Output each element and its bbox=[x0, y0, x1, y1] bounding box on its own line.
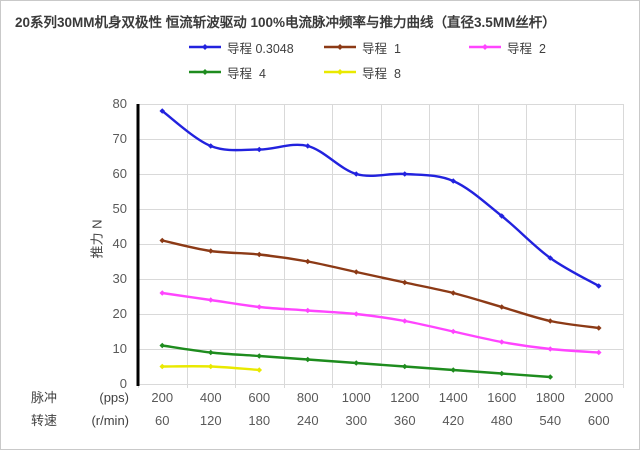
data-point-marker bbox=[595, 283, 602, 289]
legend-line-marker bbox=[189, 69, 221, 75]
legend-entry-0: 导程 0.3048 bbox=[189, 40, 294, 56]
y-tick-label: 50 bbox=[112, 201, 127, 216]
data-point-marker bbox=[450, 178, 457, 184]
legend-label: 导程 4 bbox=[227, 66, 266, 81]
x-tick-label-pps: 2000 bbox=[584, 390, 614, 405]
data-point-marker bbox=[401, 318, 408, 324]
series-line-0 bbox=[161, 109, 600, 288]
data-point-marker bbox=[207, 297, 214, 303]
x-axis-row1-unit: (pps) bbox=[99, 390, 129, 405]
data-point-marker bbox=[256, 367, 263, 373]
y-tick-label: 70 bbox=[112, 131, 127, 146]
data-point-marker bbox=[353, 269, 360, 275]
data-point-marker bbox=[256, 353, 263, 359]
data-point-marker bbox=[547, 255, 554, 261]
x-tick-label-pps: 200 bbox=[151, 390, 174, 405]
legend-entry-4: 导程 8 bbox=[324, 65, 401, 81]
legend-line-marker bbox=[469, 44, 501, 50]
y-tick-label: 80 bbox=[112, 96, 127, 111]
legend-line-marker bbox=[324, 69, 356, 75]
data-point-marker bbox=[304, 356, 311, 363]
x-tick-label-rpm: 420 bbox=[442, 413, 465, 428]
y-tick-label: 20 bbox=[112, 306, 127, 321]
x-tick-label-rpm: 600 bbox=[587, 413, 610, 428]
data-point-marker bbox=[498, 370, 505, 377]
x-tick-label-rpm: 540 bbox=[539, 413, 562, 428]
y-tick-label: 30 bbox=[112, 271, 127, 286]
x-tick-label-pps: 400 bbox=[199, 390, 222, 405]
data-point-marker bbox=[401, 279, 408, 286]
data-point-marker bbox=[353, 360, 360, 366]
x-tick-label-rpm: 240 bbox=[296, 413, 319, 428]
data-point-marker bbox=[256, 251, 263, 258]
data-point-marker bbox=[401, 171, 408, 177]
x-tick-label-pps: 1400 bbox=[438, 390, 468, 405]
legend-label: 导程 1 bbox=[362, 41, 401, 56]
x-axis-row2-header: 转速 (r/min) bbox=[31, 414, 129, 428]
series-line-1 bbox=[161, 239, 600, 330]
x-tick-label-rpm: 300 bbox=[345, 413, 368, 428]
x-tick-label-pps: 1800 bbox=[535, 390, 565, 405]
x-axis-row2-name: 转速 bbox=[31, 413, 58, 428]
legend-label: 导程 8 bbox=[362, 66, 401, 81]
legend-line-marker bbox=[324, 44, 356, 50]
series-line-2 bbox=[161, 291, 600, 354]
data-point-marker bbox=[547, 318, 554, 324]
legend-label: 导程 0.3048 bbox=[227, 41, 294, 56]
data-point-marker bbox=[353, 311, 360, 317]
chart-title: 20系列30MM机身双极性 恒流斩波驱动 100%电流脉冲频率与推力曲线（直径3… bbox=[15, 15, 556, 30]
y-tick-label: 10 bbox=[112, 341, 127, 356]
data-point-marker bbox=[207, 143, 214, 149]
data-point-marker bbox=[401, 363, 408, 370]
x-tick-label-pps: 1600 bbox=[487, 390, 517, 405]
data-point-marker bbox=[159, 290, 166, 296]
x-tick-label-pps: 600 bbox=[248, 390, 271, 405]
data-point-marker bbox=[450, 290, 457, 296]
data-point-marker bbox=[256, 146, 263, 153]
x-tick-label-rpm: 480 bbox=[490, 413, 513, 428]
data-point-marker bbox=[304, 258, 311, 265]
data-point-marker bbox=[159, 237, 166, 244]
x-axis-row1-header: 脉冲 (pps) bbox=[31, 391, 129, 405]
y-tick-label: 40 bbox=[112, 236, 127, 251]
legend-entry-2: 导程 2 bbox=[469, 40, 546, 56]
x-axis-row2-unit: (r/min) bbox=[91, 413, 129, 428]
x-axis-row1-name: 脉冲 bbox=[31, 390, 58, 405]
data-point-marker bbox=[353, 171, 360, 177]
data-point-marker bbox=[595, 325, 602, 331]
data-point-marker bbox=[547, 346, 554, 352]
data-point-marker bbox=[207, 349, 214, 356]
data-point-marker bbox=[450, 367, 457, 373]
data-point-marker bbox=[595, 349, 602, 356]
legend-line-marker bbox=[189, 44, 221, 50]
data-point-marker bbox=[304, 143, 311, 149]
data-point-marker bbox=[159, 108, 166, 114]
x-tick-label-rpm: 180 bbox=[248, 413, 271, 428]
x-tick-label-rpm: 120 bbox=[199, 413, 222, 428]
y-tick-label: 60 bbox=[112, 166, 127, 181]
data-point-marker bbox=[498, 213, 505, 219]
data-point-marker bbox=[207, 363, 214, 370]
x-tick-label-pps: 800 bbox=[296, 390, 319, 405]
data-point-marker bbox=[498, 304, 505, 310]
legend-entry-3: 导程 4 bbox=[189, 65, 266, 81]
x-tick-label-rpm: 360 bbox=[393, 413, 416, 428]
data-point-marker bbox=[450, 328, 457, 335]
data-point-marker bbox=[498, 339, 505, 345]
data-point-marker bbox=[547, 374, 554, 380]
x-tick-label-pps: 1200 bbox=[390, 390, 420, 405]
legend-label: 导程 2 bbox=[507, 41, 546, 56]
x-tick-label-pps: 1000 bbox=[341, 390, 371, 405]
data-point-marker bbox=[256, 304, 263, 310]
y-tick-label: 0 bbox=[119, 376, 127, 391]
data-point-marker bbox=[159, 342, 166, 349]
legend-entry-1: 导程 1 bbox=[324, 40, 401, 56]
data-point-marker bbox=[159, 363, 166, 370]
data-point-marker bbox=[207, 248, 214, 254]
x-tick-label-rpm: 60 bbox=[155, 413, 170, 428]
data-point-marker bbox=[304, 307, 311, 314]
